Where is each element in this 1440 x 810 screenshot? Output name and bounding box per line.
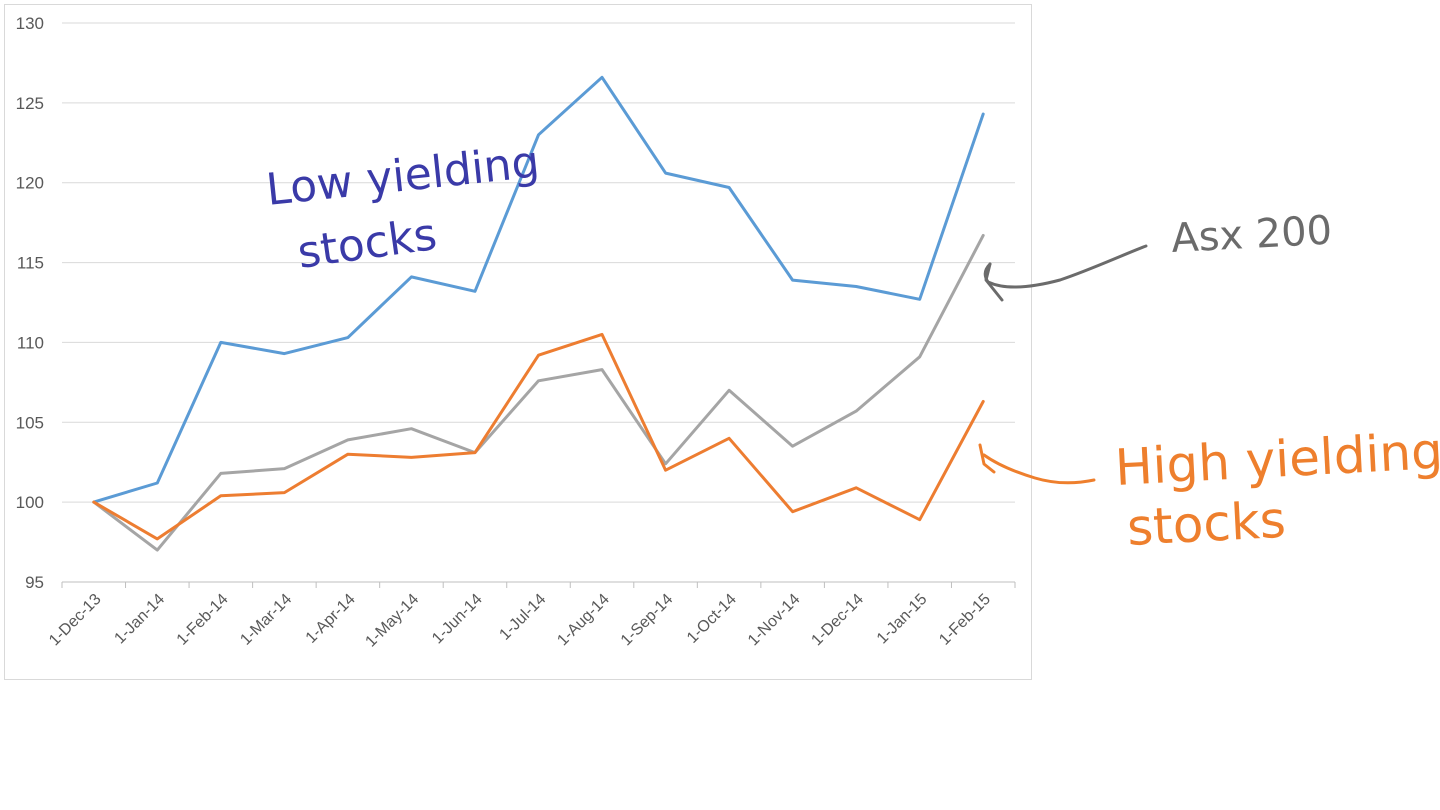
series-line-1 (92, 75, 985, 504)
annotation-high-yielding: High yielding stocks (978, 422, 1440, 557)
y-tick-label: 105 (16, 413, 44, 432)
y-tick-label: 120 (16, 174, 44, 193)
y-tick-label: 100 (16, 493, 44, 512)
x-tick-label: 1-Jan-15 (874, 591, 931, 648)
annotation-high-line2: stocks (1126, 491, 1288, 557)
annotation-low-line2: stocks (294, 209, 439, 279)
high-arrow (982, 453, 1096, 485)
x-tick-label: 1-Dec-14 (808, 591, 867, 650)
y-tick-label: 110 (17, 333, 44, 352)
high-arrowhead (978, 443, 996, 474)
y-tick-label: 125 (16, 94, 44, 113)
annotation-low-yielding: Low yielding stocks (264, 137, 542, 279)
annotation-low-line1: Low yielding (264, 137, 542, 216)
gridlines (62, 22, 1015, 503)
x-tick-label: 1-Oct-14 (684, 591, 740, 647)
x-tick-label: 1-May-14 (362, 591, 422, 651)
x-tick-label: 1-Mar-14 (237, 591, 295, 649)
series-lines (92, 75, 985, 552)
series-line-2 (92, 233, 985, 552)
x-tick-label: 1-Feb-14 (174, 591, 232, 649)
x-tick-label: 1-Nov-14 (745, 591, 804, 650)
x-tick-label: 1-Feb-15 (936, 591, 994, 649)
x-tick-label: 1-Aug-14 (554, 591, 613, 650)
y-tick-label: 95 (25, 573, 44, 592)
y-tick-label: 115 (17, 254, 44, 273)
y-tick-label: 130 (16, 14, 44, 33)
x-tick-label: 1-Dec-13 (46, 591, 105, 650)
annotation-high-line1: High yielding (1114, 422, 1440, 497)
asx-arrow (983, 244, 1148, 289)
x-tick-label: 1-Jan-14 (111, 591, 168, 648)
x-tick-label: 1-Jun-14 (429, 591, 486, 648)
asx-arrowhead (984, 262, 1004, 302)
annotation-asx-200: Asx 200 (983, 208, 1333, 302)
x-tick-label: 1-Sep-14 (618, 591, 677, 650)
series-line-3 (92, 332, 985, 541)
annotation-asx-label: Asx 200 (1170, 208, 1333, 262)
x-tick-label: 1-Jul-14 (496, 591, 549, 644)
x-tick-label: 1-Apr-14 (303, 591, 359, 647)
